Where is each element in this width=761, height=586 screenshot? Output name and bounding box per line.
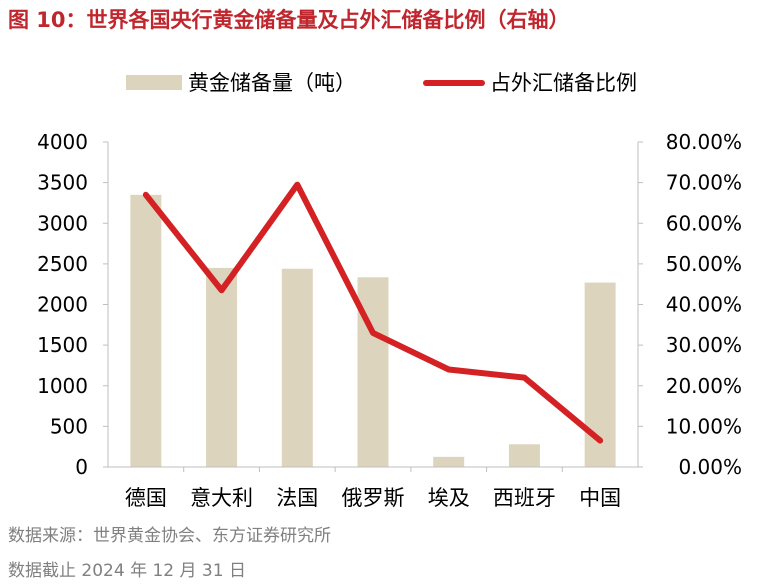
left-tick-label: 3000 — [37, 211, 88, 235]
right-tick-label: 30.00% — [666, 333, 742, 357]
line-point — [599, 440, 601, 442]
right-tick-label: 40.00% — [666, 293, 742, 317]
bar-series — [130, 194, 616, 467]
left-tick-label: 1500 — [37, 333, 88, 357]
right-tick-label: 20.00% — [666, 374, 742, 398]
line-point — [448, 369, 450, 370]
legend: 黄金储备量（吨） 占外汇储备比例 — [126, 71, 637, 95]
right-tick-label: 0.00% — [678, 455, 742, 479]
left-tick-label: 1000 — [37, 374, 88, 398]
date-note: 数据截止 2024 年 12 月 31 日 — [8, 561, 246, 581]
legend-bar-label: 黄金储备量（吨） — [188, 71, 356, 95]
left-axis-ticks: 0 500 1000 1500 2000 2500 3000 3500 4000 — [37, 130, 108, 479]
x-tick-label: 法国 — [276, 486, 318, 510]
right-tick-label: 80.00% — [666, 130, 742, 154]
line-point — [523, 377, 525, 379]
right-axis-ticks: 0.00% 10.00% 20.00% 30.00% 40.00% 50.00% 60.00… — [638, 130, 742, 479]
bar — [206, 267, 238, 467]
left-tick-label: 2500 — [37, 252, 88, 276]
line-point — [221, 289, 223, 291]
line-point — [296, 184, 298, 186]
bar — [508, 444, 540, 467]
left-tick-label: 2000 — [37, 293, 88, 317]
x-tick-label: 意大利 — [190, 486, 253, 510]
chart-title: 图 10：世界各国央行黄金储备量及占外汇储备比例（右轴） — [8, 8, 570, 32]
bar — [130, 194, 162, 467]
x-tick-label: 中国 — [579, 486, 621, 510]
bar — [584, 282, 616, 467]
chart: 0 500 1000 1500 2000 2500 3000 3500 4000 0.00% 10… — [37, 71, 742, 510]
left-tick-label: 3500 — [37, 171, 88, 195]
x-tick-label: 埃及 — [428, 486, 470, 510]
right-tick-label: 70.00% — [666, 171, 742, 195]
x-tick-label: 俄罗斯 — [342, 486, 405, 510]
line-point — [372, 332, 374, 334]
right-tick-label: 10.00% — [666, 414, 742, 438]
left-tick-label: 4000 — [37, 130, 88, 154]
right-tick-label: 60.00% — [666, 211, 742, 235]
left-tick-label: 0 — [75, 455, 88, 479]
x-axis-ticks: 德国 意大利 法国 俄罗斯 埃及 西班牙 中国 — [125, 467, 621, 510]
line-series — [142, 181, 604, 444]
right-tick-label: 50.00% — [666, 252, 742, 276]
bar — [281, 268, 313, 467]
legend-bar-swatch — [126, 75, 182, 90]
x-tick-label: 西班牙 — [493, 486, 556, 510]
x-tick-label: 德国 — [125, 486, 167, 510]
line-point — [145, 194, 147, 196]
legend-line-label: 占外汇储备比例 — [490, 71, 637, 95]
bar — [433, 456, 465, 467]
source-note: 数据来源：世界黄金协会、东方证券研究所 — [8, 526, 331, 546]
left-tick-label: 500 — [50, 414, 88, 438]
